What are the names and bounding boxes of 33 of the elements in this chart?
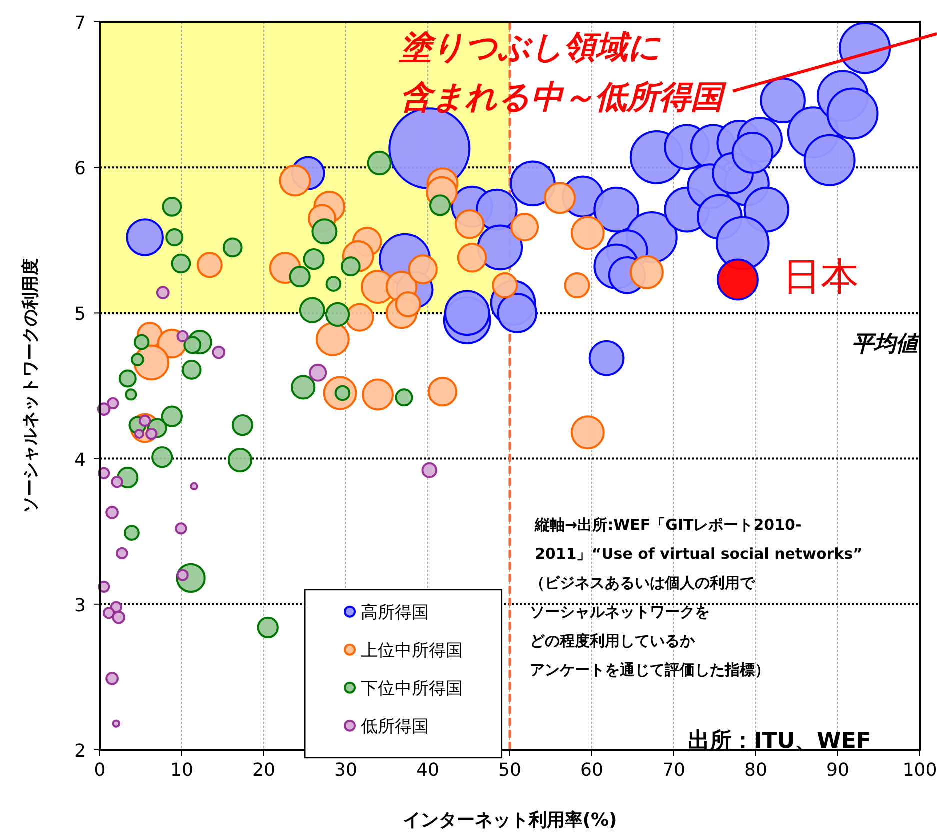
annotation: 含まれる中～低所得国 (400, 78, 727, 116)
annotation: ソーシャルネットワークを (530, 603, 710, 621)
x-tick-label: 100 (902, 760, 937, 781)
annotation: （ビジネスあるいは個人の利用で (530, 574, 756, 592)
x-tick-label: 90 (826, 760, 850, 781)
x-tick-label: 70 (662, 760, 686, 781)
y-tick-label: 7 (74, 13, 86, 34)
legend-label: 上位中所得国 (361, 640, 463, 661)
y-tick-label: 3 (74, 595, 86, 616)
annotation: 縦軸→出所:WEF「GITレポート2010- (534, 516, 802, 534)
x-tick-label: 10 (170, 760, 194, 781)
legend-label: 下位中所得国 (361, 678, 463, 699)
annotation: 2011」“Use of virtual social networks” (535, 545, 863, 563)
x-tick-label: 0 (94, 760, 106, 781)
x-axis-title: インターネット利用率(%) (402, 810, 618, 831)
x-tick-label: 60 (580, 760, 604, 781)
x-tick-label: 20 (252, 760, 276, 781)
annotation: 塗りつぶし領域に (398, 28, 661, 66)
y-tick-label: 5 (74, 304, 86, 326)
y-axis-title: ソーシャルネットワークの利用度 (21, 258, 41, 514)
x-tick-label: 50 (498, 760, 522, 781)
y-tick-label: 6 (74, 158, 86, 180)
y-tick-label: 4 (74, 450, 86, 471)
x-tick-label: 80 (744, 760, 768, 781)
y-tick-label: 2 (74, 741, 86, 762)
ref-line-label: 平均値 (852, 332, 922, 358)
annotation: 日本 (782, 254, 859, 299)
x-tick-label: 30 (334, 760, 358, 781)
annotation: アンケートを通じて評価した指標） (530, 661, 770, 679)
legend-label: 高所得国 (361, 602, 429, 623)
annotation: どの程度利用しているか (530, 632, 696, 650)
x-tick-label: 40 (416, 760, 440, 781)
legend-label: 低所得国 (361, 716, 429, 737)
